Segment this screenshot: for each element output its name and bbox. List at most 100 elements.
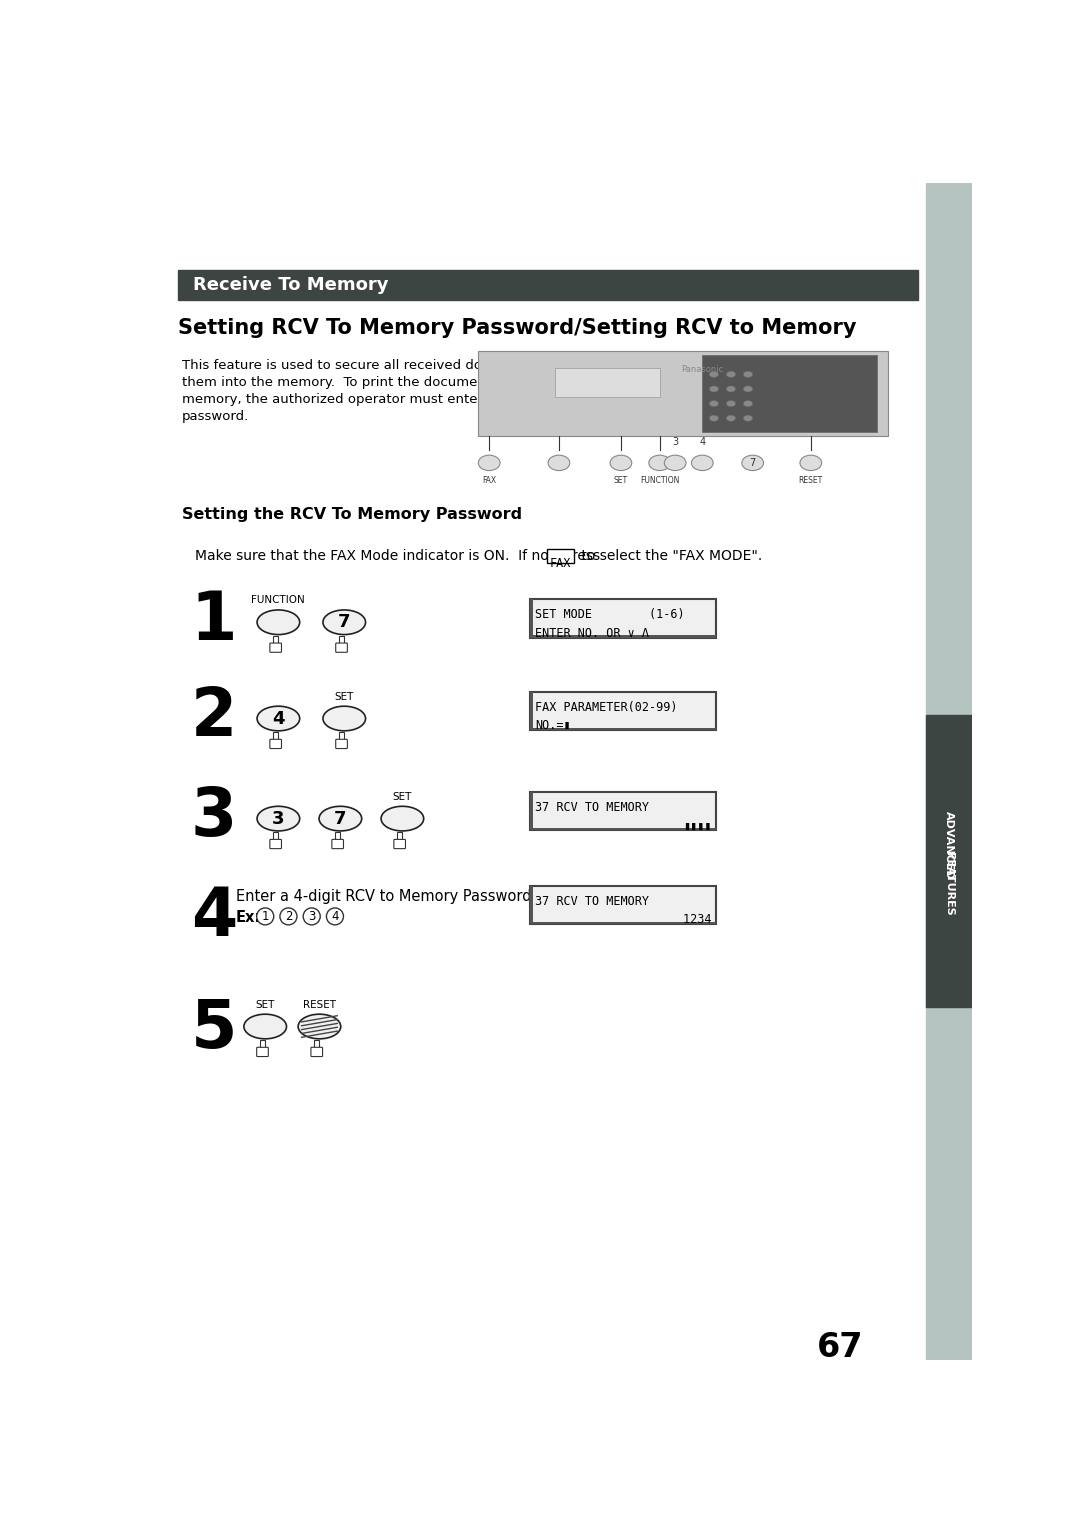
Text: 2: 2 bbox=[285, 909, 293, 923]
Text: memory, the authorized operator must enter the correct: memory, the authorized operator must ent… bbox=[181, 393, 559, 406]
Ellipse shape bbox=[323, 610, 365, 634]
Text: ▮▮▮▮: ▮▮▮▮ bbox=[684, 819, 712, 833]
Text: Receive To Memory: Receive To Memory bbox=[193, 277, 389, 293]
Ellipse shape bbox=[548, 455, 570, 471]
Ellipse shape bbox=[743, 387, 753, 393]
FancyBboxPatch shape bbox=[273, 833, 278, 840]
FancyBboxPatch shape bbox=[397, 833, 402, 840]
Ellipse shape bbox=[743, 400, 753, 406]
Ellipse shape bbox=[381, 807, 423, 831]
Ellipse shape bbox=[326, 908, 343, 924]
Text: NO.=▮: NO.=▮ bbox=[535, 720, 570, 732]
FancyBboxPatch shape bbox=[270, 643, 282, 652]
Text: them into the memory.  To print the document(s) received in: them into the memory. To print the docum… bbox=[181, 376, 586, 388]
Ellipse shape bbox=[727, 387, 735, 393]
Bar bbox=[530, 921, 716, 924]
Text: SET: SET bbox=[256, 999, 275, 1010]
Ellipse shape bbox=[710, 400, 718, 406]
Text: Make sure that the FAX Mode indicator is ON.  If not, press: Make sure that the FAX Mode indicator is… bbox=[195, 549, 605, 564]
Bar bbox=[477, 351, 888, 435]
Text: ENTER NO. OR ∨ Λ: ENTER NO. OR ∨ Λ bbox=[535, 626, 649, 640]
Ellipse shape bbox=[257, 908, 273, 924]
Ellipse shape bbox=[727, 416, 735, 422]
Text: Ex:: Ex: bbox=[235, 911, 261, 926]
Bar bbox=[530, 886, 716, 924]
FancyBboxPatch shape bbox=[548, 549, 573, 562]
Text: RESET: RESET bbox=[799, 475, 823, 484]
FancyBboxPatch shape bbox=[339, 636, 343, 645]
FancyBboxPatch shape bbox=[270, 740, 282, 749]
Text: FUNCTION: FUNCTION bbox=[640, 475, 679, 484]
Text: SET: SET bbox=[393, 792, 413, 802]
Bar bbox=[530, 792, 532, 830]
FancyBboxPatch shape bbox=[273, 636, 278, 645]
Ellipse shape bbox=[691, 455, 713, 471]
Text: Enter a 4-digit RCV to Memory Password.: Enter a 4-digit RCV to Memory Password. bbox=[235, 889, 536, 903]
FancyBboxPatch shape bbox=[314, 1041, 319, 1048]
Text: 3: 3 bbox=[308, 909, 315, 923]
Text: This feature is used to secure all received documents by storing: This feature is used to secure all recei… bbox=[181, 359, 610, 371]
Text: 7: 7 bbox=[334, 810, 347, 828]
Ellipse shape bbox=[649, 455, 671, 471]
FancyBboxPatch shape bbox=[336, 643, 348, 652]
Ellipse shape bbox=[257, 610, 299, 634]
Bar bbox=[530, 692, 716, 730]
Text: 3: 3 bbox=[672, 437, 678, 446]
Text: Setting the RCV To Memory Password: Setting the RCV To Memory Password bbox=[181, 507, 522, 521]
Text: FEATURES: FEATURES bbox=[944, 853, 954, 915]
Ellipse shape bbox=[743, 371, 753, 377]
Text: 1: 1 bbox=[191, 588, 238, 654]
Text: 7: 7 bbox=[338, 613, 351, 631]
Bar bbox=[926, 183, 972, 1360]
Ellipse shape bbox=[319, 807, 362, 831]
Ellipse shape bbox=[257, 706, 299, 730]
Ellipse shape bbox=[610, 455, 632, 471]
Ellipse shape bbox=[244, 1015, 286, 1039]
Ellipse shape bbox=[664, 455, 686, 471]
Bar bbox=[530, 792, 716, 830]
Text: FAX: FAX bbox=[482, 475, 496, 484]
Text: 7: 7 bbox=[750, 458, 756, 468]
FancyBboxPatch shape bbox=[332, 839, 343, 848]
Text: 37 RCV TO MEMORY: 37 RCV TO MEMORY bbox=[535, 801, 649, 814]
Bar bbox=[926, 715, 972, 1007]
Bar bbox=[530, 828, 716, 830]
Text: 1234: 1234 bbox=[569, 914, 712, 926]
Ellipse shape bbox=[478, 455, 500, 471]
FancyBboxPatch shape bbox=[335, 833, 340, 840]
Text: SET: SET bbox=[335, 692, 354, 701]
Text: 67: 67 bbox=[816, 1331, 864, 1363]
Text: 3: 3 bbox=[272, 810, 285, 828]
FancyBboxPatch shape bbox=[273, 732, 278, 741]
Text: SET MODE        (1-6): SET MODE (1-6) bbox=[535, 608, 685, 622]
Text: 2: 2 bbox=[191, 685, 237, 750]
Text: 4: 4 bbox=[191, 885, 237, 950]
Text: Setting RCV To Memory Password/Setting RCV to Memory: Setting RCV To Memory Password/Setting R… bbox=[177, 318, 856, 338]
Bar bbox=[530, 727, 716, 730]
Ellipse shape bbox=[710, 371, 718, 377]
Text: FAX PARAMETER(02-99): FAX PARAMETER(02-99) bbox=[535, 701, 677, 714]
Ellipse shape bbox=[710, 387, 718, 393]
FancyBboxPatch shape bbox=[311, 1047, 323, 1056]
Ellipse shape bbox=[710, 416, 718, 422]
Text: 4: 4 bbox=[699, 437, 705, 446]
Ellipse shape bbox=[280, 908, 297, 924]
Text: 5: 5 bbox=[191, 996, 238, 1062]
Text: 1: 1 bbox=[261, 909, 269, 923]
Text: 3: 3 bbox=[191, 784, 237, 850]
Text: 4: 4 bbox=[272, 709, 285, 727]
Ellipse shape bbox=[800, 455, 822, 471]
Text: 37 RCV TO MEMORY: 37 RCV TO MEMORY bbox=[535, 895, 649, 908]
Bar bbox=[555, 368, 660, 397]
Bar bbox=[530, 636, 716, 637]
FancyBboxPatch shape bbox=[260, 1041, 265, 1048]
Ellipse shape bbox=[257, 807, 299, 831]
Bar bbox=[530, 692, 532, 730]
Ellipse shape bbox=[298, 1015, 341, 1039]
FancyBboxPatch shape bbox=[336, 740, 348, 749]
Text: FUNCTION: FUNCTION bbox=[252, 596, 306, 605]
Ellipse shape bbox=[727, 371, 735, 377]
Bar bbox=[702, 354, 877, 432]
Ellipse shape bbox=[742, 455, 764, 471]
Text: 4: 4 bbox=[332, 909, 339, 923]
